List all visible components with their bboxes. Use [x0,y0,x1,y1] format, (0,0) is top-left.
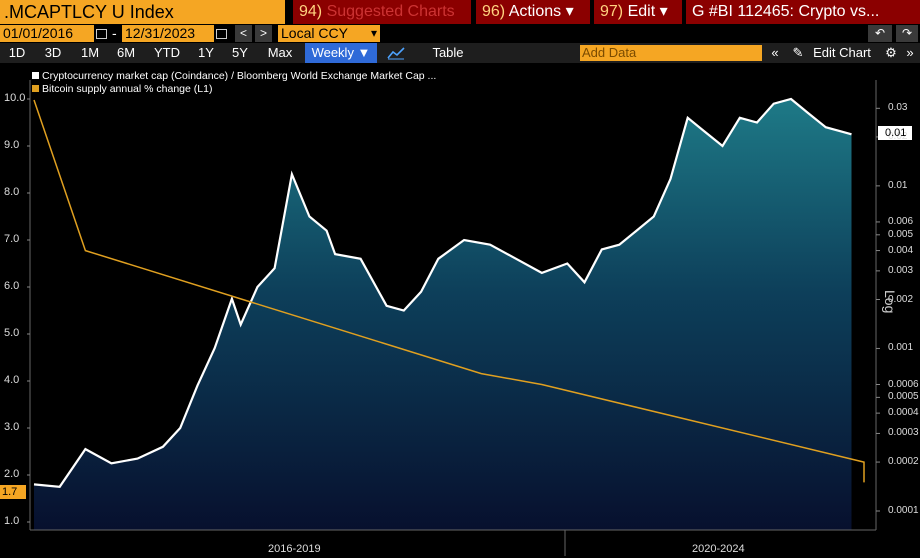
left-tick-label: 3.0 [4,421,20,433]
top-toolbar: .MCAPTLCY U Index 94) Suggested Charts 9… [0,0,920,24]
gear-icon[interactable]: ⚙ [885,45,897,60]
pencil-icon[interactable]: ✎ [792,45,804,60]
edit-num: 97) [600,3,624,20]
left-tick-label: 5.0 [4,327,20,339]
right-tick-label: 0.0003 [888,427,919,439]
right-tick-label: 0.03 [888,102,908,114]
frequency-select[interactable]: Weekly ▼ [305,43,377,63]
suggested-charts-label: Suggested Charts [326,3,455,20]
line-chart-icon-glyph [387,47,405,60]
period-toolbar: 1D 3D 1M 6M YTD 1Y 5Y Max Weekly ▼ Table… [0,43,920,63]
left-tick-label: 6.0 [4,280,20,292]
currency-select[interactable]: Local CCY [278,25,368,42]
date-separator: - [112,25,117,41]
period-5y-button[interactable]: 5Y [232,45,248,60]
right-tick-label: 0.0006 [888,378,919,390]
date-toolbar: 01/01/2016 - 12/31/2023 < > Local CCY ▾ … [0,24,920,43]
bitcoin-supply-line [33,99,865,483]
chart-legend: Cryptocurrency market cap (Coindance) / … [32,70,436,96]
prev-period-button[interactable]: < [235,25,252,42]
right-tick-label: 0.02 [888,130,908,142]
right-tick-label: 0.006 [888,215,914,227]
right-tick-label: 0.0002 [888,456,919,468]
calendar-icon[interactable] [216,29,227,39]
actions-button[interactable]: 96) Actions ▾ [476,0,590,24]
left-tick-label: 9.0 [4,139,20,151]
legend-item-market-cap[interactable]: Cryptocurrency market cap (Coindance) / … [32,70,436,83]
left-tick-label: 7.0 [4,233,20,245]
right-tick-label: 0.003 [888,264,914,276]
last-value-left-badge [0,485,26,499]
next-period-button[interactable]: > [255,25,272,42]
legend-item-bitcoin-supply[interactable]: Bitcoin supply annual % change (L1) [32,83,436,96]
actions-num: 96) [482,3,506,20]
period-1d-button[interactable]: 1D [8,45,26,60]
last-value-right: 0.01 [885,127,907,139]
undo-icon[interactable]: ↶ [868,25,892,42]
collapse-icon[interactable]: « [771,45,779,60]
chevron-down-icon[interactable]: ▾ [368,25,380,42]
add-data-field[interactable]: Add Data [580,45,762,61]
left-tick-label: 8.0 [4,186,20,198]
legend-label-market-cap: Cryptocurrency market cap (Coindance) / … [42,70,437,82]
period-3d-button[interactable]: 3D [44,45,62,60]
start-date-field[interactable]: 01/01/2016 [0,25,94,42]
period-ytd-button[interactable]: YTD [154,45,180,60]
market-cap-area [34,99,852,530]
legend-swatch-orange [32,85,39,92]
right-tick-label: 0.01 [888,179,908,191]
left-tick-label: 2.0 [4,468,20,480]
right-tick-label: 0.001 [888,342,914,354]
period-1m-button[interactable]: 1M [80,45,100,60]
right-tick-label: 0.0004 [888,407,919,419]
right-tick-label: 0.004 [888,244,914,256]
table-button[interactable]: Table [432,45,464,60]
x-tick-label-1: 2016-2019 [268,543,321,555]
edit-button[interactable]: 97) Edit ▾ [594,0,682,24]
period-6m-button[interactable]: 6M [116,45,136,60]
right-tick-marks [876,107,880,512]
calendar-icon[interactable] [96,29,107,39]
edit-chart-button[interactable]: Edit Chart [813,45,871,60]
chart-title-button[interactable]: G #BI 112465: Crypto vs... [686,0,920,24]
last-value-left: 1.7 [2,486,18,498]
line-chart-icon[interactable] [383,43,409,63]
legend-label-bitcoin-supply: Bitcoin supply annual % change (L1) [42,83,213,95]
period-1y-button[interactable]: 1Y [198,45,214,60]
period-max-button[interactable]: Max [267,45,293,60]
suggested-charts-num: 94) [299,3,323,20]
ticker-field[interactable]: .MCAPTLCY U Index [0,0,285,24]
left-tick-label: 10.0 [4,92,26,104]
edit-label: Edit ▾ [627,3,668,20]
legend-swatch-white [32,72,39,79]
redo-icon[interactable]: ↷ [896,25,918,42]
expand-icon[interactable]: » [906,45,914,60]
left-tick-label: 4.0 [4,374,20,386]
market-cap-line [33,97,852,488]
chart-canvas [0,80,912,556]
right-tick-label: 0.005 [888,228,914,240]
actions-label: Actions ▾ [508,3,574,20]
x-tick-label-2: 2020-2024 [692,543,745,555]
right-tick-label: 0.002 [888,293,914,305]
right-tick-label: 0.0005 [888,391,919,403]
end-date-field[interactable]: 12/31/2023 [122,25,214,42]
right-axis-title: Log [882,290,898,314]
last-value-right-badge [878,126,912,140]
suggested-charts-button[interactable]: 94) Suggested Charts [293,0,471,24]
left-tick-marks [27,98,30,523]
left-tick-label: 1.0 [4,515,20,527]
right-tick-label: 0.0001 [888,505,919,516]
